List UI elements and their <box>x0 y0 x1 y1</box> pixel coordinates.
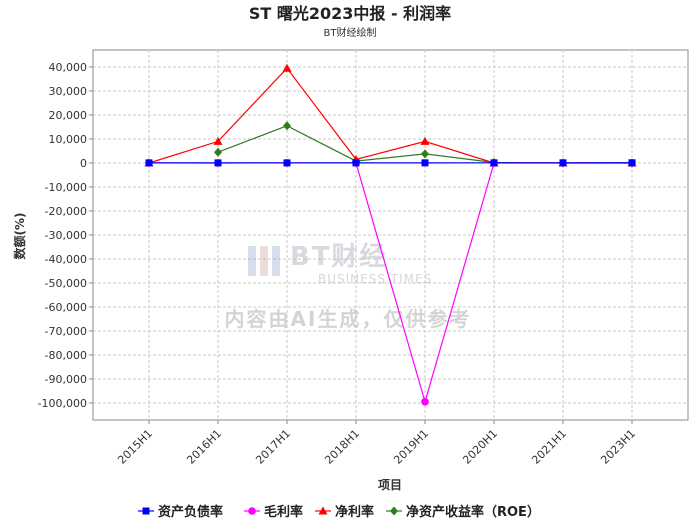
y-tick-label: -80,000 <box>45 349 87 362</box>
x-tick-label: 2016H1 <box>184 427 224 467</box>
legend-label: 净资产收益率（ROE） <box>406 504 540 520</box>
data-point <box>214 147 222 157</box>
y-tick-label: -100,000 <box>38 397 87 410</box>
data-point <box>283 159 291 167</box>
y-axis-ticks: 40,000 30,000 20,000 10,000 0 -10,000 -20,000 -… <box>38 61 93 410</box>
data-point <box>145 159 153 167</box>
data-point <box>490 159 498 167</box>
x-tick-label: 2017H1 <box>253 427 293 467</box>
x-tick-label: 2021H1 <box>529 427 569 467</box>
y-tick-label: 10,000 <box>49 133 88 146</box>
y-tick-label: 0 <box>80 157 87 170</box>
legend: 资产负债率 毛利率 净利率 净资产收益率（ROE） <box>138 504 540 520</box>
data-point <box>421 398 429 406</box>
y-tick-label: -90,000 <box>45 373 87 386</box>
x-tick-label: 2018H1 <box>322 427 362 467</box>
legend-item: 毛利率 <box>244 504 303 520</box>
y-tick-label: -40,000 <box>45 253 87 266</box>
legend-marker <box>390 506 398 516</box>
data-point <box>421 149 429 159</box>
legend-item: 资产负债率 <box>138 504 223 520</box>
data-point <box>559 159 567 167</box>
y-tick-label: 40,000 <box>49 61 88 74</box>
data-point <box>214 159 222 167</box>
data-point <box>283 121 291 131</box>
legend-label: 毛利率 <box>264 504 303 520</box>
watermark-brand-en: BUSINESS TIMES <box>318 272 432 286</box>
legend-marker <box>142 507 150 515</box>
y-tick-label: -20,000 <box>45 205 87 218</box>
x-axis-label: 项目 <box>378 478 402 492</box>
legend-label: 资产负债率 <box>158 504 223 520</box>
x-tick-label: 2020H1 <box>460 427 500 467</box>
x-tick-label: 2019H1 <box>391 427 431 467</box>
y-tick-label: 20,000 <box>49 109 88 122</box>
series-0 <box>145 159 636 167</box>
data-point <box>213 136 223 145</box>
watermark-brand: BT财经 <box>290 241 388 272</box>
y-tick-label: -60,000 <box>45 301 87 314</box>
data-point <box>282 63 292 72</box>
legend-item: 净资产收益率（ROE） <box>386 504 540 520</box>
legend-label: 净利率 <box>335 504 374 520</box>
watermark: BT财经 BUSINESS TIMES 内容由AI生成，仅供参考 <box>225 241 472 331</box>
watermark-logo-icon <box>248 246 280 276</box>
legend-item: 净利率 <box>315 504 374 520</box>
legend-marker <box>248 507 256 515</box>
data-point <box>420 136 430 145</box>
watermark-notice: 内容由AI生成，仅供参考 <box>225 307 472 331</box>
chart-title: ST 曙光2023中报 - 利润率 <box>249 4 451 23</box>
x-axis-ticks: 2015H1 2016H1 2017H1 2018H1 2019H1 2020H1 2021… <box>115 420 638 467</box>
y-tick-label: -30,000 <box>45 229 87 242</box>
y-tick-label: -70,000 <box>45 325 87 338</box>
x-tick-label: 2015H1 <box>115 427 155 467</box>
y-axis-label: 数额(%) <box>12 213 27 260</box>
y-tick-label: -10,000 <box>45 181 87 194</box>
data-point <box>352 159 360 167</box>
series-group <box>144 63 637 406</box>
chart-subtitle: BT财经绘制 <box>324 26 377 39</box>
gridlines <box>93 50 688 420</box>
y-tick-label: -50,000 <box>45 277 87 290</box>
x-tick-label: 2023H1 <box>598 427 638 467</box>
legend-marker <box>318 506 328 515</box>
y-tick-label: 30,000 <box>49 85 88 98</box>
data-point <box>628 159 636 167</box>
data-point <box>421 159 429 167</box>
